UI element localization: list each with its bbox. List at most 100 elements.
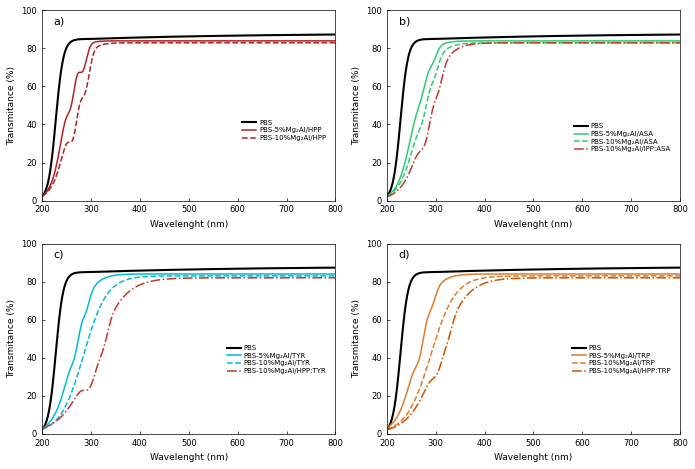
PBS-5%Mg₂Al/TYR: [192, 271, 200, 277]
Text: b): b): [398, 16, 410, 26]
PBS: [543, 33, 551, 39]
PBS-5%Mg₂Al/TYR: [77, 323, 85, 329]
PBS: [537, 266, 545, 272]
PBS-10%Mg₂Al/IPP:ASA: [510, 40, 518, 45]
PBS-10%Mg₂Al/HPP: [198, 40, 206, 45]
PBS-5%Mg₂Al/TYR: [332, 271, 340, 277]
Line: PBS-10%Mg₂Al/ASA: PBS-10%Mg₂Al/ASA: [387, 43, 680, 196]
PBS-5%Mg₂Al/TRP: [422, 323, 430, 329]
PBS-10%Mg₂Al/ASA: [432, 70, 441, 76]
PBS-10%Mg₂Al/TYR: [88, 326, 96, 332]
PBS-10%Mg₂Al/TRP: [543, 273, 551, 279]
PBS-10%Mg₂Al/TYR: [198, 273, 206, 279]
PBS-10%Mg₂Al/HPP:TRP: [422, 386, 430, 392]
PBS: [332, 32, 340, 38]
Line: PBS-5%Mg₂Al/TRP: PBS-5%Mg₂Al/TRP: [387, 274, 680, 428]
Legend: PBS, PBS-5%Mg₂Al/ASA, PBS-10%Mg₂Al/ASA, PBS-10%Mg₂Al/IPP:ASA: PBS, PBS-5%Mg₂Al/ASA, PBS-10%Mg₂Al/ASA, …: [571, 121, 673, 155]
PBS: [383, 427, 391, 432]
PBS-10%Mg₂Al/IPP:ASA: [537, 40, 545, 45]
PBS: [165, 267, 174, 272]
X-axis label: Wavelenght (nm): Wavelenght (nm): [494, 453, 573, 462]
PBS-5%Mg₂Al/HPP: [88, 42, 96, 47]
PBS: [77, 270, 85, 275]
Line: PBS: PBS: [42, 35, 336, 197]
PBS-5%Mg₂Al/TRP: [537, 271, 545, 277]
PBS-10%Mg₂Al/HPP: [192, 40, 200, 45]
PBS-10%Mg₂Al/IPP:ASA: [676, 40, 685, 45]
PBS-10%Mg₂Al/HPP:TYR: [198, 275, 206, 281]
PBS: [422, 270, 430, 275]
PBS-10%Mg₂Al/HPP:TRP: [676, 275, 685, 280]
PBS-10%Mg₂Al/IPP:ASA: [482, 40, 490, 46]
PBS: [198, 266, 206, 272]
PBS-10%Mg₂Al/HPP:TYR: [38, 425, 47, 431]
Line: PBS-10%Mg₂Al/HPP: PBS-10%Mg₂Al/HPP: [42, 43, 336, 196]
PBS-10%Mg₂Al/TRP: [510, 273, 518, 279]
PBS-10%Mg₂Al/HPP: [165, 40, 174, 45]
PBS: [432, 36, 441, 42]
Line: PBS-10%Mg₂Al/HPP:TRP: PBS-10%Mg₂Al/HPP:TRP: [387, 278, 680, 430]
PBS-10%Mg₂Al/ASA: [383, 193, 391, 199]
PBS: [510, 267, 518, 272]
PBS: [192, 266, 200, 272]
PBS-10%Mg₂Al/TYR: [137, 274, 145, 280]
PBS-10%Mg₂Al/HPP:TRP: [510, 276, 518, 281]
PBS-5%Mg₂Al/HPP: [137, 38, 145, 44]
PBS-10%Mg₂Al/TRP: [422, 368, 430, 374]
Line: PBS-5%Mg₂Al/ASA: PBS-5%Mg₂Al/ASA: [387, 41, 680, 196]
Line: PBS-10%Mg₂Al/HPP:TYR: PBS-10%Mg₂Al/HPP:TYR: [42, 278, 336, 428]
PBS-10%Mg₂Al/HPP: [137, 40, 145, 45]
PBS: [543, 266, 551, 272]
PBS: [88, 269, 96, 275]
Legend: PBS, PBS-5%Mg₂Al/TRP, PBS-10%Mg₂Al/TRP, PBS-10%Mg₂Al/HPP:TRP: PBS, PBS-5%Mg₂Al/TRP, PBS-10%Mg₂Al/TRP, …: [569, 342, 673, 377]
PBS-10%Mg₂Al/TRP: [537, 273, 545, 279]
Line: PBS-10%Mg₂Al/TRP: PBS-10%Mg₂Al/TRP: [387, 276, 680, 430]
X-axis label: Wavelenght (nm): Wavelenght (nm): [149, 453, 228, 462]
PBS-10%Mg₂Al/ASA: [422, 105, 430, 111]
PBS: [422, 36, 430, 42]
PBS-5%Mg₂Al/TYR: [165, 271, 174, 277]
Line: PBS: PBS: [387, 268, 680, 430]
X-axis label: Wavelenght (nm): Wavelenght (nm): [149, 220, 228, 229]
PBS: [165, 34, 174, 39]
PBS-5%Mg₂Al/ASA: [383, 193, 391, 199]
Line: PBS-10%Mg₂Al/IPP:ASA: PBS-10%Mg₂Al/IPP:ASA: [387, 43, 680, 197]
PBS-10%Mg₂Al/ASA: [676, 40, 685, 45]
PBS: [482, 35, 490, 40]
Y-axis label: Transmitance (%): Transmitance (%): [7, 299, 16, 378]
Line: PBS-5%Mg₂Al/TYR: PBS-5%Mg₂Al/TYR: [42, 274, 336, 429]
X-axis label: Wavelenght (nm): Wavelenght (nm): [494, 220, 573, 229]
PBS-10%Mg₂Al/HPP:TYR: [332, 275, 340, 280]
PBS-10%Mg₂Al/HPP:TYR: [88, 381, 96, 387]
Text: a): a): [54, 16, 65, 26]
PBS: [332, 265, 340, 271]
Line: PBS: PBS: [387, 35, 680, 197]
PBS-5%Mg₂Al/ASA: [510, 38, 518, 44]
PBS-10%Mg₂Al/HPP:TYR: [137, 281, 145, 287]
PBS-5%Mg₂Al/TYR: [88, 290, 96, 296]
Line: PBS-10%Mg₂Al/TYR: PBS-10%Mg₂Al/TYR: [42, 276, 336, 429]
Y-axis label: Transmitance (%): Transmitance (%): [352, 299, 361, 378]
PBS-5%Mg₂Al/HPP: [192, 38, 200, 44]
PBS-10%Mg₂Al/HPP:TRP: [482, 280, 490, 286]
PBS-10%Mg₂Al/HPP:TYR: [165, 276, 174, 282]
Y-axis label: Transmitance (%): Transmitance (%): [7, 66, 16, 145]
PBS: [537, 33, 545, 39]
PBS-10%Mg₂Al/HPP: [38, 193, 47, 199]
PBS-10%Mg₂Al/HPP:TRP: [537, 275, 545, 280]
PBS-10%Mg₂Al/IPP:ASA: [383, 194, 391, 200]
Line: PBS: PBS: [42, 268, 336, 430]
PBS-5%Mg₂Al/HPP: [77, 69, 85, 75]
PBS: [383, 194, 391, 199]
PBS-10%Mg₂Al/ASA: [543, 40, 551, 45]
PBS: [432, 269, 441, 275]
PBS-10%Mg₂Al/HPP:TRP: [432, 372, 441, 378]
PBS-5%Mg₂Al/HPP: [165, 38, 174, 44]
PBS-10%Mg₂Al/HPP:TYR: [192, 275, 200, 281]
PBS-10%Mg₂Al/IPP:ASA: [422, 139, 430, 144]
PBS-10%Mg₂Al/TRP: [676, 273, 685, 279]
PBS-10%Mg₂Al/IPP:ASA: [432, 95, 441, 101]
PBS-10%Mg₂Al/ASA: [482, 40, 490, 45]
PBS-10%Mg₂Al/TYR: [332, 273, 340, 279]
PBS-5%Mg₂Al/TYR: [198, 271, 206, 277]
